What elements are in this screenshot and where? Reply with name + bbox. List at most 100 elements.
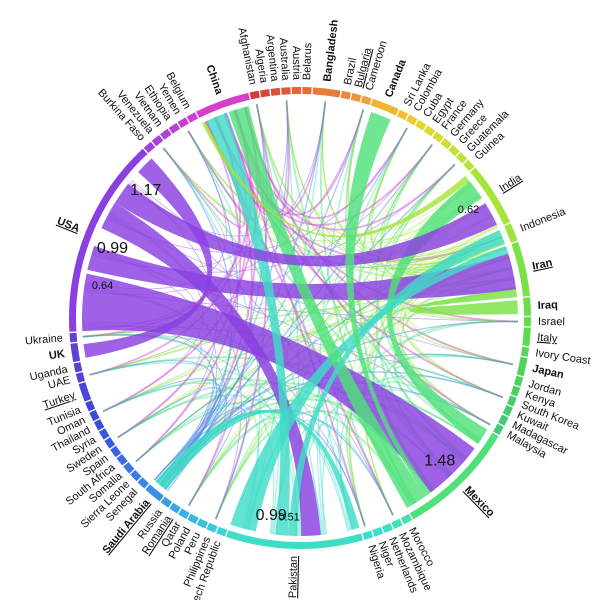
arc-qatar <box>178 508 190 520</box>
arc-morocco <box>400 513 413 525</box>
arc-france <box>432 131 444 143</box>
arc-sierra-leone <box>130 469 142 482</box>
arc-yemen <box>177 117 189 129</box>
label-israel: Israel <box>538 316 565 328</box>
thin-link-pakistan-sweden <box>117 394 323 535</box>
link-usa-mexico <box>82 273 475 493</box>
link-usa-india <box>114 183 498 267</box>
thin-link-china-cameroon <box>223 109 365 216</box>
thin-link-indonesia-somalia <box>135 230 501 462</box>
link-usa-uk <box>83 158 213 358</box>
arc-tunisia <box>85 400 96 412</box>
arc-belgium <box>186 112 199 123</box>
value-label-usa-0: 0.64 <box>92 280 113 292</box>
arc-guinea <box>463 159 475 172</box>
arc-spain <box>110 445 122 458</box>
label-iran: Iran <box>531 257 554 273</box>
thin-link-indonesia-venezuela <box>163 147 501 261</box>
label-italy: Italy <box>537 332 559 346</box>
thin-link-iran-somalia <box>135 247 507 463</box>
arc-cameroon <box>360 95 372 106</box>
arc-saudi-arabia <box>145 484 164 502</box>
thin-link-saudi-arabia-ukraine <box>82 334 215 483</box>
label-pakistan: Pakistan <box>287 556 300 598</box>
arc-belarus <box>302 87 312 95</box>
arc-canada <box>370 98 399 116</box>
arc-australia <box>281 87 291 95</box>
arc-philippines <box>206 522 218 533</box>
thin-link-saudi-arabia-australia <box>156 100 289 484</box>
thin-link-pakistan-france <box>336 144 433 530</box>
arc-mexico <box>409 432 499 520</box>
arc-kuwait <box>502 405 513 417</box>
arc-senegal <box>137 477 150 489</box>
label-belarus: Belarus <box>301 42 314 80</box>
thin-link-indonesia-afghanistan <box>256 104 502 258</box>
thin-link-saudi-arabia-colombia <box>153 127 408 481</box>
label-ukraine: Ukraine <box>25 332 64 347</box>
thin-link-india-venezuela <box>163 147 466 242</box>
thin-link-indonesia-cameroon <box>348 109 503 260</box>
label-brazil: Brazil <box>342 57 359 86</box>
value-label-usa-2: 1.17 <box>130 182 161 199</box>
thin-link-india-france <box>374 144 473 243</box>
thin-link-saudi-arabia-guatemala <box>156 164 456 483</box>
thin-link-pakistan-israel <box>321 320 518 535</box>
link-pakistan-saudi-arabia <box>155 409 360 530</box>
thin-link-saudi-arabia-philippines <box>153 407 248 520</box>
arc-mozambique <box>391 518 403 529</box>
arc-niger <box>372 526 384 537</box>
link-pakistan-china <box>206 112 290 536</box>
label-australia: Australia <box>277 37 292 81</box>
arc-jordan <box>513 375 524 387</box>
arc-czech-republic <box>216 526 228 537</box>
arc-ukraine <box>69 332 78 343</box>
chord-value-labels: 0.640.991.170.621.480.990.51 <box>92 182 479 524</box>
arc-uk <box>70 343 81 363</box>
thin-link-iran-japan <box>406 287 517 366</box>
arc-bangladesh <box>312 87 341 98</box>
thin-link-indonesia-uae <box>89 233 502 376</box>
arc-syria <box>98 428 110 440</box>
thin-link-india-uae <box>89 185 474 376</box>
label-uk: UK <box>48 348 66 362</box>
arc-iraq <box>523 297 531 316</box>
thin-link-india-mozambique <box>362 225 498 516</box>
label-argentina: Argentina <box>263 34 280 83</box>
arc-oman <box>89 409 100 422</box>
arc-russia <box>160 496 173 508</box>
link-iran-iraq <box>408 289 518 315</box>
arc-germany <box>440 138 452 150</box>
label-canada: Canada <box>383 57 409 99</box>
arc-indonesia <box>504 223 518 243</box>
arc-kenya <box>510 385 521 397</box>
arc-austria <box>291 87 302 95</box>
thin-link-saudi-arabia-cameroon <box>159 109 364 486</box>
thin-link-china-somalia <box>135 120 242 463</box>
label-china: China <box>203 63 225 97</box>
label-uae: UAE <box>47 374 72 391</box>
label-austria: Austria <box>290 46 303 81</box>
arc-brazil <box>340 90 352 100</box>
value-label-india-3: 0.62 <box>458 204 479 216</box>
thin-link-pakistan-nigeria <box>316 423 366 535</box>
arc-italy <box>522 327 531 347</box>
arc-peru <box>196 518 209 529</box>
arc-nigeria <box>362 530 374 540</box>
arc-romania <box>169 502 181 514</box>
arc-sri-lanka <box>396 109 409 121</box>
arc-argentina <box>270 87 281 96</box>
arc-algeria <box>260 89 271 98</box>
thin-link-pakistan-uae <box>89 362 349 531</box>
label-indonesia: Indonesia <box>519 205 569 234</box>
chord-links <box>82 100 518 537</box>
arc-bulgaria <box>350 93 362 103</box>
value-label-mexico-4: 1.48 <box>424 452 455 469</box>
arc-afghanistan <box>249 90 260 100</box>
arc-poland <box>187 513 199 525</box>
label-india: India <box>497 171 524 194</box>
arc-egypt <box>423 125 436 137</box>
thin-link-indonesia-yemen <box>187 130 503 263</box>
arc-madagascar <box>498 414 509 426</box>
arc-vietnam <box>160 128 172 140</box>
